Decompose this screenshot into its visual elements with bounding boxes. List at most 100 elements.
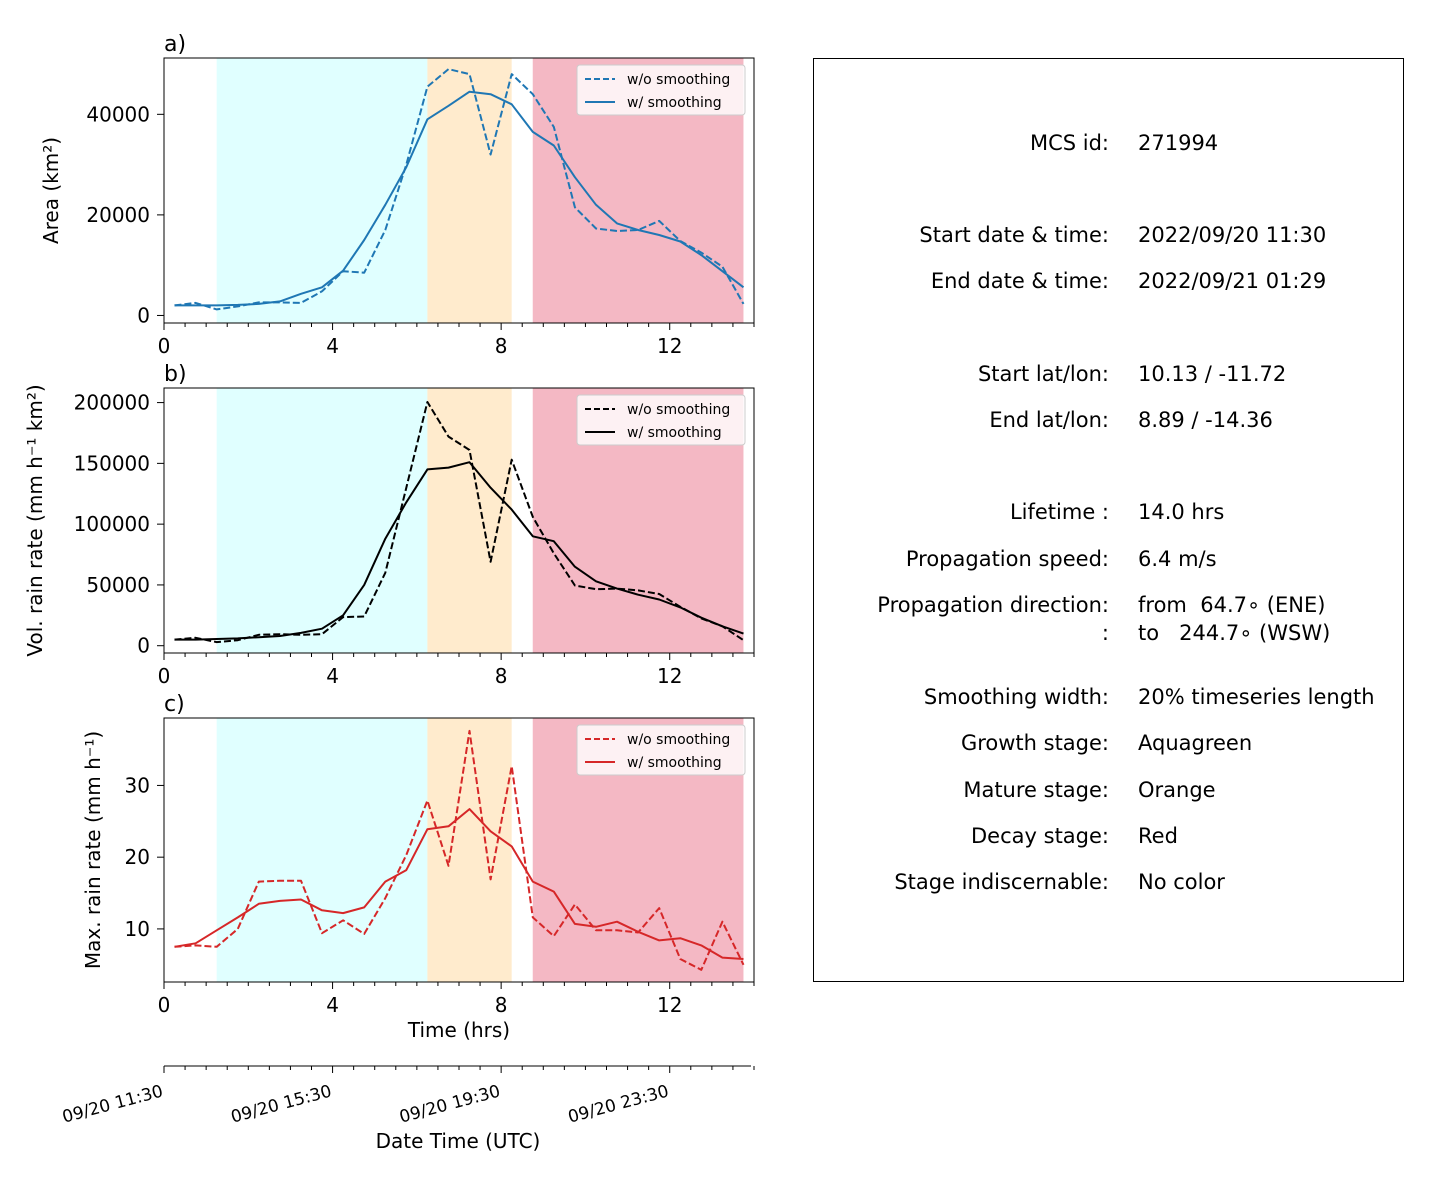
info-value: to 244.7∘ (WSW) [1138, 621, 1331, 645]
x-tick-label: 0 [158, 334, 171, 358]
info-value: No color [1138, 870, 1225, 894]
legend-label: w/o smoothing [627, 72, 730, 88]
info-label: End date & time: [930, 269, 1109, 293]
info-label: Propagation direction: [877, 593, 1109, 617]
y-tick-label: 0 [137, 634, 150, 658]
stage-band-mature [427, 58, 512, 323]
legend-label: w/o smoothing [627, 732, 730, 748]
info-label: Start date & time: [919, 223, 1109, 247]
legend-box [576, 724, 746, 776]
stage-band-growth [216, 58, 428, 323]
info-row-decay-stage: Decay stage: Red [814, 824, 1405, 854]
y-axis-label: Vol. rain rate (mm h⁻¹ km²) [23, 384, 47, 656]
legend-label: w/o smoothing [627, 402, 730, 418]
series-line-raw [174, 401, 745, 644]
legend-label: w/ smoothing [627, 755, 722, 771]
info-value: Orange [1138, 778, 1216, 802]
x-tick-label: 4 [326, 334, 339, 358]
x-tick-label: 8 [495, 664, 508, 688]
datetime-tick-label: 09/20 11:30 [60, 1082, 165, 1128]
panel-1: 0 4 8 12 0 20000 40000 a) Area (km²) w/o smoothin… [39, 32, 755, 358]
y-tick-label: 50000 [86, 573, 150, 597]
info-value: Red [1138, 824, 1178, 848]
info-label: MCS id: [1029, 131, 1109, 155]
y-axis-label: Max. rain rate (mm h⁻¹) [81, 731, 105, 969]
info-panel: MCS id: 271994 Start date & time: 2022/0… [813, 58, 1404, 982]
y-tick-label: 40000 [86, 102, 150, 126]
legend-label: w/ smoothing [627, 425, 722, 441]
stage-band-mature [427, 388, 512, 653]
panel-3: 0 4 8 12 10 20 30 c) Max. rain rate (mm h⁻¹) Time… [81, 692, 755, 1042]
x-tick-label: 4 [326, 664, 339, 688]
info-label: Mature stage: [963, 778, 1109, 802]
y-tick-label: 20000 [86, 203, 150, 227]
info-value: 2022/09/20 11:30 [1138, 223, 1327, 247]
info-row-propagation-direction: Propagation direction: from 64.7∘ (ENE) [814, 593, 1405, 623]
panel-label: c) [164, 692, 185, 717]
info-row-lifetime: Lifetime : 14.0 hrs [814, 500, 1405, 530]
series-line-raw [174, 729, 745, 971]
stage-band-mature [427, 718, 512, 982]
info-label: Start lat/lon: [977, 362, 1109, 386]
info-row-mcs-id: MCS id: 271994 [814, 131, 1405, 161]
info-label: : [1101, 621, 1109, 645]
y-tick-label: 20 [125, 845, 150, 869]
y-tick-label: 150000 [74, 451, 150, 475]
legend-box [576, 394, 746, 446]
info-value: 20% timeseries length [1138, 685, 1375, 709]
info-value: 6.4 m/s [1138, 547, 1217, 571]
info-row-mature-stage: Mature stage: Orange [814, 778, 1405, 808]
info-row-stage-indiscernable: Stage indiscernable: No color [814, 870, 1405, 900]
info-value: 2022/09/21 01:29 [1138, 269, 1327, 293]
datetime-tick-label: 09/20 15:30 [229, 1082, 334, 1128]
datetime-tick-label: 09/20 19:30 [397, 1082, 502, 1128]
info-row-propagation-speed: Propagation speed: 6.4 m/s [814, 547, 1405, 577]
info-label: Growth stage: [960, 731, 1109, 755]
info-label: Stage indiscernable: [894, 870, 1109, 894]
series-line-smoothed [174, 90, 745, 307]
panel-2: 0 4 8 12 0 50000 100000 150000 200000 b) Vol. rain… [23, 362, 755, 688]
info-row-end-datetime: End date & time: 2022/09/21 01:29 [814, 269, 1405, 299]
info-value: 14.0 hrs [1138, 500, 1225, 524]
legend-label: w/ smoothing [627, 95, 722, 111]
x-axis-label: Time (hrs) [407, 1018, 510, 1042]
datetime-axis: 09/20 11:30 09/20 15:30 09/20 19:30 09/20 2… [60, 1065, 755, 1153]
series-line-smoothed [174, 461, 744, 641]
info-value: 8.89 / -14.36 [1138, 408, 1273, 432]
y-tick-label: 10 [125, 917, 150, 941]
info-value: 10.13 / -11.72 [1138, 362, 1287, 386]
info-value: 271994 [1138, 131, 1219, 155]
x-tick-label: 4 [326, 993, 339, 1017]
y-tick-label: 100000 [74, 512, 150, 536]
y-tick-label: 200000 [74, 391, 150, 415]
info-label: Lifetime : [1009, 500, 1109, 524]
panel-label: a) [164, 32, 186, 57]
legend-box [576, 64, 746, 116]
info-label: Smoothing width: [923, 685, 1109, 709]
info-row-end-latlon: End lat/lon: 8.89 / -14.36 [814, 408, 1405, 438]
x-tick-label: 0 [158, 993, 171, 1017]
x-tick-label: 0 [158, 664, 171, 688]
info-value: from 64.7∘ (ENE) [1138, 593, 1326, 617]
info-row-propagation-direction-to: : to 244.7∘ (WSW) [814, 621, 1405, 651]
info-label: Decay stage: [971, 824, 1109, 848]
info-label: End lat/lon: [989, 408, 1109, 432]
y-axis-label: Area (km²) [39, 137, 63, 244]
datetime-axis-label: Date Time (UTC) [376, 1129, 541, 1153]
stage-band-growth [216, 718, 428, 982]
info-row-growth-stage: Growth stage: Aquagreen [814, 731, 1405, 761]
x-tick-label: 12 [657, 334, 682, 358]
stage-band-growth [216, 388, 428, 653]
info-value: Aquagreen [1138, 731, 1253, 755]
info-label: Propagation speed: [905, 547, 1109, 571]
info-row-smoothing-width: Smoothing width: 20% timeseries length [814, 685, 1405, 715]
datetime-tick-label: 09/20 23:30 [566, 1082, 671, 1128]
x-tick-label: 12 [657, 664, 682, 688]
series-line-smoothed [174, 808, 744, 960]
info-row-start-datetime: Start date & time: 2022/09/20 11:30 [814, 223, 1405, 253]
x-tick-label: 8 [495, 334, 508, 358]
x-tick-label: 8 [495, 993, 508, 1017]
y-tick-label: 0 [137, 303, 150, 327]
info-row-start-latlon: Start lat/lon: 10.13 / -11.72 [814, 362, 1405, 392]
x-tick-label: 12 [657, 993, 682, 1017]
